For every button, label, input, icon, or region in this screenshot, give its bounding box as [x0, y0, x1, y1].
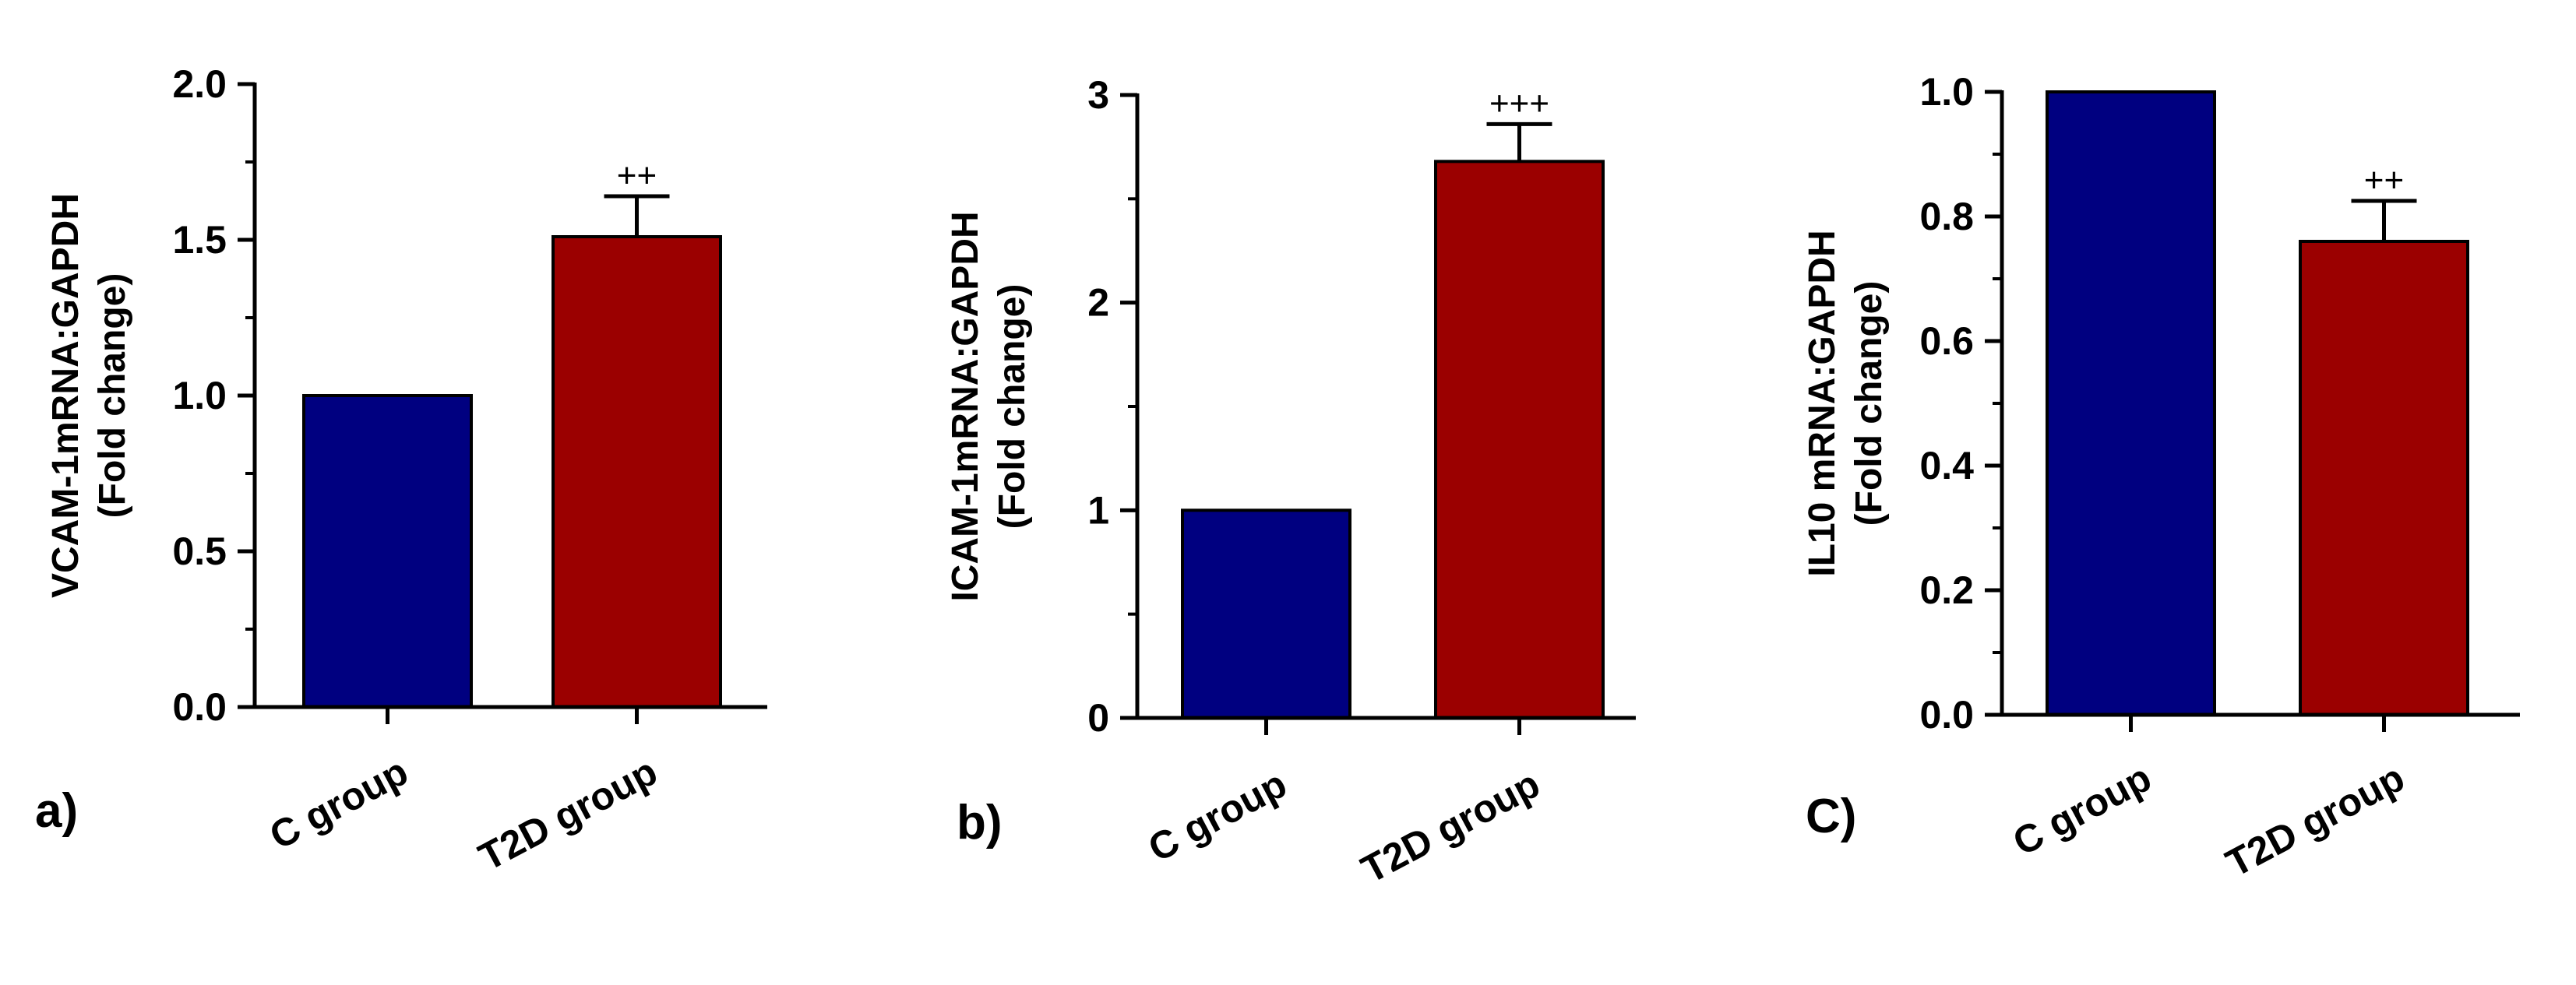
y-tick-label: 1 [1087, 488, 1109, 532]
x-tick-label: T2D group [472, 749, 664, 879]
y-tick-label: 0.4 [1919, 444, 1974, 487]
x-tick-label: C group [263, 749, 414, 857]
significance-marker: ++ [617, 157, 657, 195]
panel-label: b) [957, 796, 1003, 850]
y-tick-label: 3 [1087, 73, 1109, 117]
y-tick-label: 0.0 [172, 685, 227, 729]
panel-c-il10-chart: ++ 0.0 0.2 0.4 0.6 0.8 1.0 C group T2D group IL10… [1802, 70, 2520, 885]
significance-marker: ++ [2364, 161, 2404, 199]
x-tick-label: T2D group [2219, 755, 2412, 885]
bar-c-group [1181, 508, 1351, 719]
y-tick-label: 2 [1087, 281, 1109, 325]
y-tick-label: 2.0 [172, 62, 227, 106]
y-tick-label: 1.5 [172, 218, 227, 262]
y-tick-label: 1.0 [1919, 70, 1974, 114]
y-tick-label: 1.0 [172, 374, 227, 417]
panel-b-icam1-chart: +++ 0 1 2 3 C group T2D group ICAM-1mRNA:GAPDH(… [945, 73, 1636, 892]
y-axis-label: IL10 mRNA:GAPDH [1802, 230, 1843, 576]
significance-marker: +++ [1489, 84, 1549, 122]
panel-a-vcam1-chart: ++ 0.0 0.5 1.0 1.5 2.0 C group T2D group VCAM-1m… [35, 62, 767, 879]
x-tick-label: C group [2006, 755, 2158, 864]
y-tick-label: 0.6 [1919, 319, 1974, 363]
panel-label: a) [35, 784, 78, 838]
bar-c-group [302, 394, 473, 709]
y-tick-label: 0 [1087, 696, 1109, 740]
y-axis-label: VCAM-1mRNA:GAPDH [45, 193, 86, 598]
y-tick-label: 0.8 [1919, 195, 1974, 238]
x-tick-label: T2D group [1355, 762, 1547, 892]
panel-label: C) [1806, 790, 1856, 843]
y-axis-label: ICAM-1mRNA:GAPDH [945, 211, 986, 601]
y-tick-label: 0.2 [1919, 568, 1974, 612]
y-tick-label: 0.0 [1919, 693, 1974, 737]
y-axis-label-units: (Fold change) [92, 273, 133, 519]
bar-t2d-group [2299, 240, 2469, 716]
x-tick-label: C group [1141, 762, 1293, 870]
y-tick-label: 0.5 [172, 529, 227, 573]
bar-t2d-group [551, 235, 722, 709]
y-axis-label-units: (Fold change) [992, 284, 1033, 529]
y-axis-label-units: (Fold change) [1848, 281, 1890, 526]
bar-c-group [2046, 90, 2216, 716]
bar-t2d-group [1434, 160, 1605, 720]
